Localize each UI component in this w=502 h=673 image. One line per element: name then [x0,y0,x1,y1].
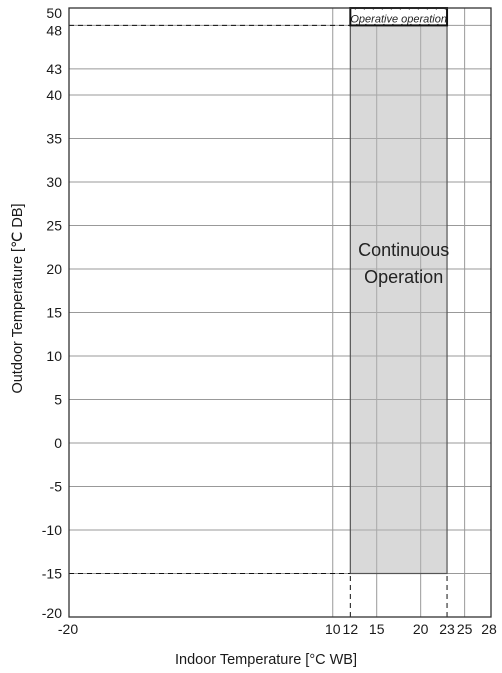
y-axis-title: Outdoor Temperature [℃ DB] [10,203,26,393]
x-tick-label: -20 [58,621,78,637]
x-tick-label: 28 [481,621,497,637]
x-tick-label: 25 [457,621,473,637]
y-tick-label: 15 [46,305,62,321]
continuous-operation-region [350,25,448,574]
y-tick-label: 30 [46,174,62,190]
x-tick-label: 23 [439,621,455,637]
y-tick-label: 25 [46,218,62,234]
y-tick-label: 50 [46,5,62,21]
y-tick-label: 5 [54,392,62,408]
y-tick-label: 10 [46,348,62,364]
x-tick-label: 15 [369,621,385,637]
x-axis-title: Indoor Temperature [°C WB] [175,652,357,668]
continuous-operation-label: Operation [364,267,443,287]
operative-label-backdrop [334,9,463,24]
y-tick-label: 20 [46,261,62,277]
continuous-operation-label: Continuous [358,240,449,260]
plot-frame [68,7,492,618]
y-tick-label: 43 [46,61,62,77]
y-tick-label: 40 [46,87,62,103]
x-tick-label: 12 [343,621,359,637]
x-tick-label: 10 [325,621,341,637]
y-tick-label: 35 [46,131,62,147]
y-tick-label: -5 [50,479,63,495]
y-tick-label: -15 [42,566,62,582]
operation-regions: Continuous Operation Operative operation [334,7,463,575]
y-tick-label: -20 [42,605,62,621]
reference-lines [69,24,448,617]
x-tick-label: 20 [413,621,429,637]
y-tick-label: 48 [46,22,62,38]
x-axis-ticks: -20 10 12 15 20 23 25 28 [58,621,497,637]
operative-operation-label: Operative operation [350,13,447,25]
plot-border [68,7,492,618]
y-tick-label: 0 [54,435,62,451]
y-tick-label: -10 [42,522,62,538]
axis-titles: Indoor Temperature [°C WB] Outdoor Tempe… [10,203,357,668]
